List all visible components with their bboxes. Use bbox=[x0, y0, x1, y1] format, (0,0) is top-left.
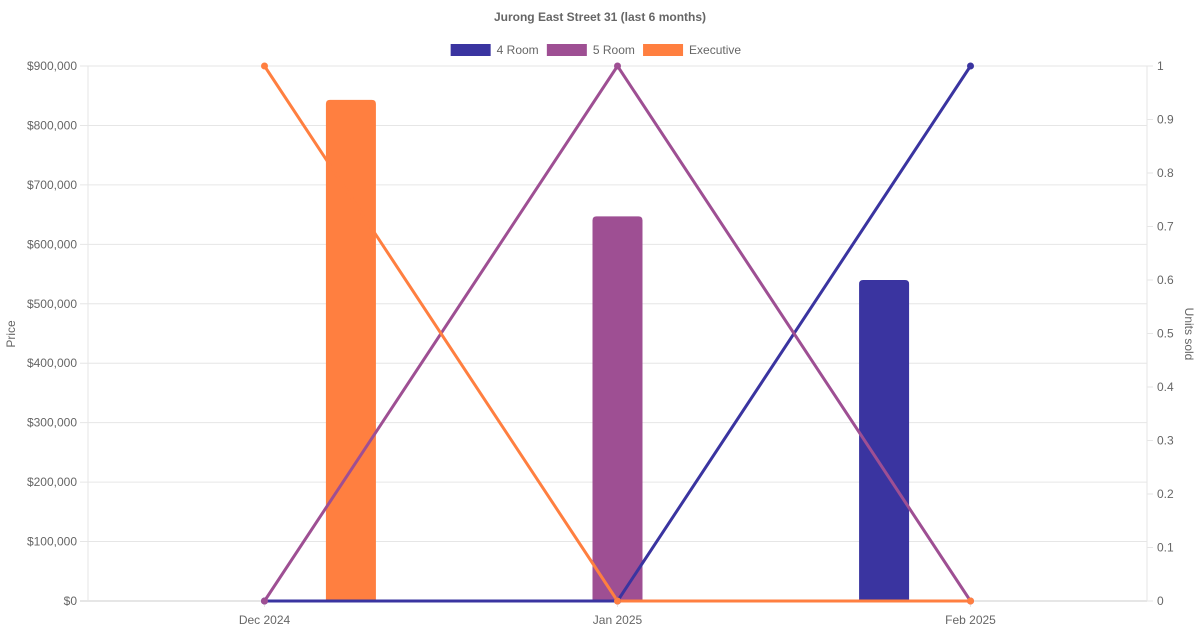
right-tick-label: 0.5 bbox=[1157, 327, 1174, 341]
right-tick-label: 0 bbox=[1157, 594, 1164, 608]
right-tick-label: 0.6 bbox=[1157, 273, 1174, 287]
point-executive bbox=[967, 597, 974, 605]
x-axis-ticks: Dec 2024 Jan 2025 Feb 2025 bbox=[239, 601, 996, 627]
right-tick-label: 0.7 bbox=[1157, 220, 1174, 234]
legend-swatch-4-room bbox=[450, 44, 491, 56]
point-5-room bbox=[261, 597, 268, 605]
x-tick-label: Feb 2025 bbox=[945, 613, 996, 627]
right-tick-label: 0.4 bbox=[1157, 380, 1174, 394]
chart-title: Jurong East Street 31 (last 6 months) bbox=[494, 10, 706, 24]
left-axis-ticks: $0 $100,000 $200,000 $300,000 $400,000 $500,0… bbox=[27, 59, 77, 608]
right-axis-ticks: 0 0.1 0.2 0.3 0.4 0.5 0.6 0.7 0.8 0.9 1 bbox=[1147, 59, 1174, 608]
right-tick-label: 0.8 bbox=[1157, 166, 1174, 180]
legend-label-5-room: 5 Room bbox=[593, 43, 635, 57]
left-tick-label: $0 bbox=[64, 594, 78, 608]
legend-label-4-room: 4 Room bbox=[497, 43, 539, 57]
y-axis-left-label: Price bbox=[4, 320, 18, 348]
bar-executive bbox=[325, 99, 376, 601]
right-tick-label: 1 bbox=[1157, 59, 1164, 73]
x-tick-label: Dec 2024 bbox=[239, 613, 291, 627]
bar-4-room bbox=[859, 280, 910, 601]
left-tick-label: $500,000 bbox=[27, 297, 77, 311]
legend-swatch-5-room bbox=[546, 44, 587, 56]
left-tick-label: $200,000 bbox=[27, 475, 77, 489]
left-tick-label: $100,000 bbox=[27, 535, 77, 549]
point-executive bbox=[614, 597, 621, 605]
legend-label-executive: Executive bbox=[689, 43, 741, 57]
y-axis-right-label: Units sold bbox=[1182, 308, 1196, 361]
left-tick-label: $300,000 bbox=[27, 416, 77, 430]
legend-swatch-executive bbox=[643, 44, 684, 56]
left-tick-label: $800,000 bbox=[27, 118, 77, 132]
left-tick-label: $400,000 bbox=[27, 356, 77, 370]
left-tick-label: $700,000 bbox=[27, 178, 77, 192]
left-tick-label: $900,000 bbox=[27, 59, 77, 73]
point-5-room bbox=[614, 62, 621, 70]
right-tick-label: 0.3 bbox=[1157, 434, 1174, 448]
right-tick-label: 0.2 bbox=[1157, 487, 1174, 501]
bar-5-room bbox=[592, 216, 643, 601]
legend: 4 Room 5 Room Executive bbox=[450, 43, 741, 57]
left-tick-label: $600,000 bbox=[27, 237, 77, 251]
right-tick-label: 0.1 bbox=[1157, 541, 1174, 555]
point-executive bbox=[261, 62, 268, 70]
x-tick-label: Jan 2025 bbox=[593, 613, 643, 627]
bars bbox=[325, 99, 910, 601]
points bbox=[261, 62, 974, 605]
right-tick-label: 0.9 bbox=[1157, 113, 1174, 127]
point-4-room bbox=[967, 62, 974, 70]
